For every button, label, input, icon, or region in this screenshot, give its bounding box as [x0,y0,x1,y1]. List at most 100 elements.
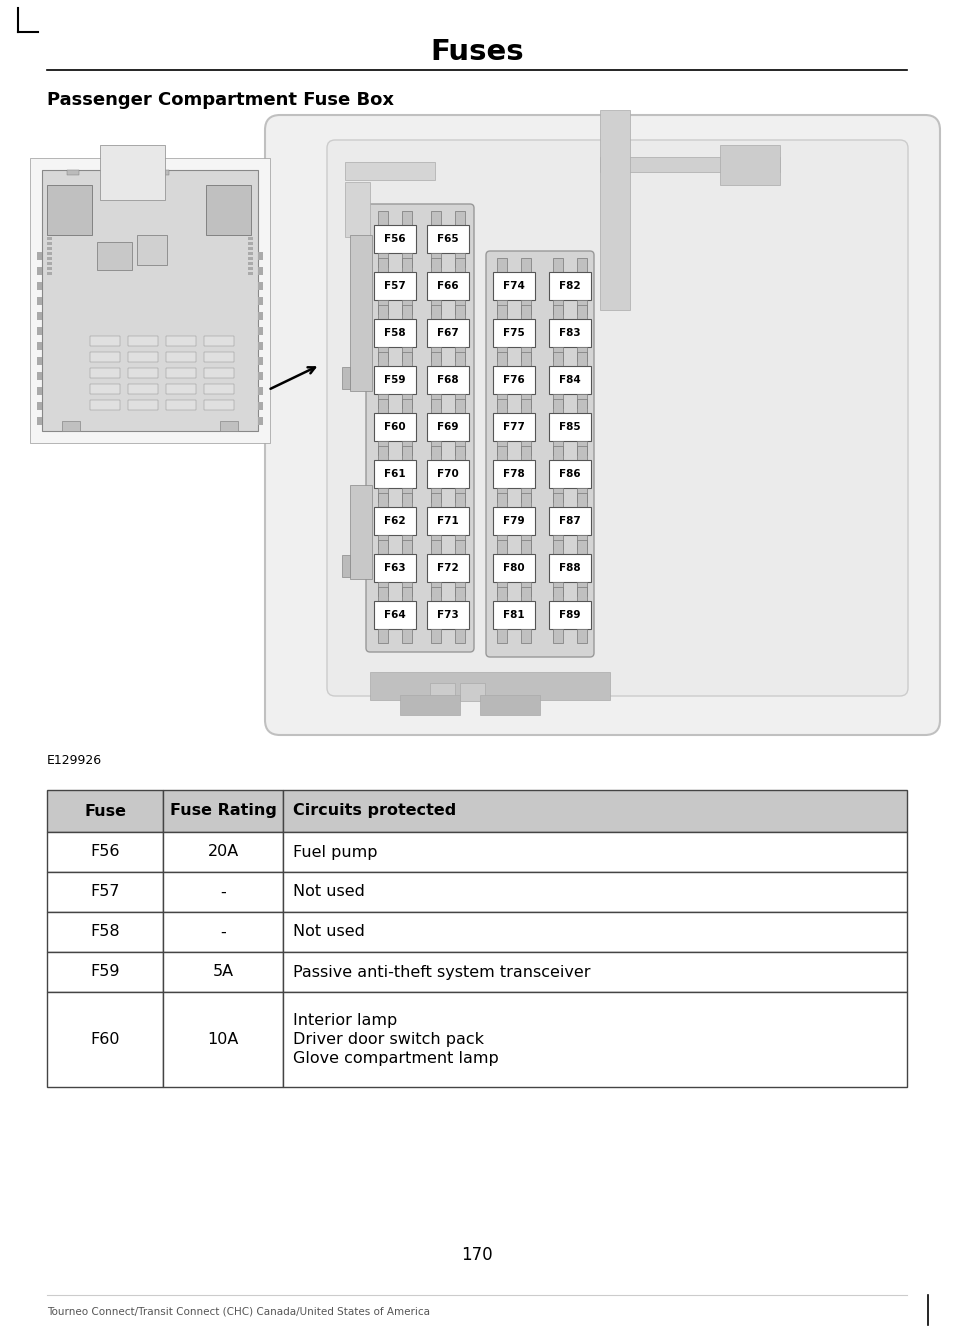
Bar [128,400,158,411]
Bar [553,300,562,314]
Bar [431,399,440,413]
Bar [455,493,464,506]
Bar [497,300,506,314]
Text: F78: F78 [502,469,524,478]
Bar [377,536,388,549]
Text: Fuse Rating: Fuse Rating [170,804,276,819]
Bar [577,447,586,460]
Bar [431,253,440,267]
Bar [493,413,535,441]
Bar [37,312,42,320]
Bar [493,319,535,347]
Text: F86: F86 [558,469,580,478]
Bar [520,582,531,595]
Bar [345,182,370,237]
Bar [47,242,52,245]
Bar [163,872,283,912]
Bar [431,304,440,319]
Bar [37,387,42,395]
Bar [350,235,372,391]
Bar [497,488,506,502]
Bar [553,629,562,643]
Bar [377,399,388,413]
Bar [401,493,412,506]
Text: F85: F85 [558,423,580,432]
Bar [100,145,165,199]
Bar [493,460,535,488]
Text: F87: F87 [558,516,580,526]
Bar [548,272,590,300]
Text: Fuse: Fuse [84,804,126,819]
Bar [431,536,440,549]
Bar [128,368,158,377]
Bar [128,352,158,361]
Bar [166,384,195,393]
Text: F67: F67 [436,328,458,338]
Text: F56: F56 [384,234,405,245]
Bar [37,401,42,411]
Bar [204,336,233,346]
Bar [377,582,388,595]
Bar [248,247,253,250]
Bar [430,683,455,700]
Bar [374,319,416,347]
Bar [257,282,263,290]
Bar [577,493,586,506]
Bar [257,312,263,320]
Bar [455,441,464,455]
Bar [166,336,195,346]
Bar [163,952,283,991]
Bar [427,460,469,488]
Text: F79: F79 [502,516,524,526]
Bar [497,447,506,460]
Bar [577,393,586,408]
Bar [377,393,388,408]
Bar [90,384,120,393]
Bar [401,352,412,365]
Bar [257,358,263,365]
Bar [401,211,412,225]
Bar [401,582,412,595]
Bar [553,441,562,455]
Bar [401,258,412,272]
Bar [166,352,195,361]
Bar [577,582,586,595]
Bar [248,253,253,255]
Bar [455,352,464,365]
Bar [257,267,263,275]
Bar [377,447,388,460]
Bar [455,447,464,460]
Bar [401,540,412,554]
Text: Passenger Compartment Fuse Box: Passenger Compartment Fuse Box [47,90,394,109]
Bar [163,912,283,952]
Text: F60: F60 [91,1033,120,1047]
Bar [37,327,42,335]
Bar [257,296,263,304]
Bar [401,304,412,319]
Bar [163,832,283,872]
Text: F58: F58 [91,925,120,940]
Bar [493,506,535,536]
Bar [37,267,42,275]
Bar [374,413,416,441]
Bar [553,258,562,272]
Bar [553,393,562,408]
Bar [47,247,52,250]
Bar [257,327,263,335]
Bar [553,347,562,361]
Text: F88: F88 [558,563,580,573]
Bar [257,417,263,425]
Bar [455,258,464,272]
Bar [204,352,233,361]
Text: 20A: 20A [208,844,238,860]
Bar [257,253,263,260]
Bar [377,347,388,361]
Text: F66: F66 [436,280,458,291]
Bar [47,237,52,241]
Bar [431,441,440,455]
Bar [577,587,586,601]
Bar [553,447,562,460]
Bar [455,300,464,314]
Bar [431,493,440,506]
Bar [455,399,464,413]
